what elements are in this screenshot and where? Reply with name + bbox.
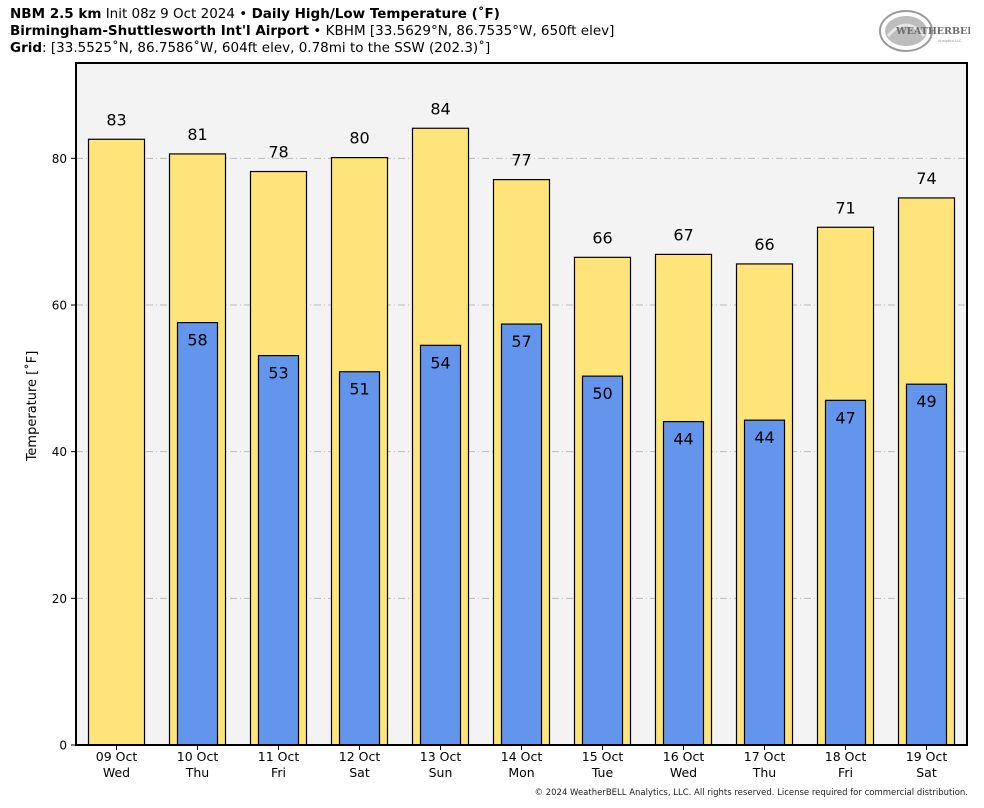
logo-subtext: Analytics LLC (938, 39, 962, 43)
bars: 83 81 58 78 53 80 51 84 54 77 57 66 50 67 44 66 44 71 47 74… (87, 99, 956, 746)
y-tick-label: 40 (52, 445, 67, 459)
low-temp-label: 57 (511, 332, 531, 351)
low-temp-bar (905, 383, 948, 746)
x-tick-weekday: Thu (752, 765, 776, 780)
header-line-station: Birmingham-Shuttlesworth Int'l Airport •… (10, 23, 614, 40)
init-time: Init 08z 9 Oct 2024 (105, 6, 235, 22)
high-temp-label: 80 (349, 129, 369, 148)
x-tick-label: 17 Oct Thu (744, 749, 786, 780)
y-tick-label: 60 (52, 299, 67, 313)
x-tick-date: 17 Oct (744, 749, 786, 764)
x-tick-date: 09 Oct (96, 749, 138, 764)
low-temp-bar (662, 421, 705, 746)
x-tick-date: 18 Oct (825, 749, 867, 764)
x-tick-date: 10 Oct (177, 749, 219, 764)
low-temp-label: 44 (673, 430, 693, 449)
y-tick-label: 0 (59, 739, 67, 753)
x-tick-weekday: Sun (429, 765, 453, 780)
x-tick-weekday: Fri (838, 765, 853, 780)
x-tick-label: 12 Oct Sat (339, 749, 381, 780)
x-tick-date: 13 Oct (420, 749, 462, 764)
low-temp-bar (338, 371, 381, 746)
y-axis-label: Temperature [˚F] (24, 351, 40, 463)
y-tick-label: 80 (52, 152, 67, 166)
low-temp-bar (824, 399, 867, 746)
x-tick-label: 10 Oct Thu (177, 749, 219, 780)
high-temp-label: 71 (835, 198, 855, 217)
x-tick-weekday: Wed (670, 765, 697, 780)
grid-info: : [33.5525˚N, 86.7586˚W, 604ft elev, 0.7… (42, 40, 491, 56)
x-tick-label: 13 Oct Sun (420, 749, 462, 780)
x-tick-date: 15 Oct (582, 749, 624, 764)
x-tick-weekday: Wed (103, 765, 130, 780)
low-temp-label: 50 (592, 384, 612, 403)
x-tick-weekday: Fri (271, 765, 286, 780)
model-name: NBM 2.5 km (10, 6, 102, 22)
low-temp-label: 51 (349, 380, 369, 399)
low-temp-label: 44 (754, 428, 774, 447)
x-tick-date: 12 Oct (339, 749, 381, 764)
low-temp-label: 49 (916, 392, 936, 411)
x-tick-weekday: Sat (349, 765, 370, 780)
low-temp-bar (257, 355, 300, 746)
high-temp-label: 84 (430, 99, 450, 118)
x-tick-label: 11 Oct Fri (258, 749, 300, 780)
low-temp-bar (500, 323, 543, 746)
header-line-grid: Grid: [33.5525˚N, 86.7586˚W, 604ft elev,… (10, 40, 490, 57)
high-temp-label: 83 (106, 110, 126, 129)
low-temp-bar (176, 322, 219, 746)
low-temp-label: 47 (835, 408, 855, 427)
low-temp-label: 54 (430, 353, 450, 372)
x-tick-date: 11 Oct (258, 749, 300, 764)
x-tick-weekday: Sat (916, 765, 937, 780)
x-tick-label: 15 Oct Tue (582, 749, 624, 780)
grid-label: Grid (10, 40, 43, 56)
high-temp-label: 74 (916, 169, 936, 188)
logo-text: WEATHERBELL (895, 26, 970, 37)
x-tick-date: 16 Oct (663, 749, 705, 764)
high-temp-label: 77 (511, 151, 531, 170)
x-tick-weekday: Thu (185, 765, 209, 780)
header-line-model: NBM 2.5 km Init 08z 9 Oct 2024 • Daily H… (10, 6, 500, 23)
x-tick-label: 18 Oct Fri (825, 749, 867, 780)
x-tick-date: 14 Oct (501, 749, 543, 764)
copyright-footer: © 2024 WeatherBELL Analytics, LLC. All r… (534, 788, 968, 798)
weatherbell-logo: WEATHERBELL Analytics LLC (879, 10, 970, 52)
station-name: Birmingham-Shuttlesworth Int'l Airport (10, 23, 310, 39)
x-tick-label: 19 Oct Sat (906, 749, 948, 780)
separator-dot: • (239, 6, 248, 22)
high-temp-label: 67 (673, 225, 693, 244)
low-temp-label: 58 (187, 331, 207, 350)
low-temp-bar (419, 344, 462, 746)
high-temp-label: 78 (268, 143, 288, 162)
x-tick-label: 09 Oct Wed (96, 749, 138, 780)
separator-dot: • (313, 23, 322, 39)
x-tick-weekday: Tue (591, 765, 614, 780)
high-temp-bar (87, 138, 146, 746)
x-tick-weekday: Mon (508, 765, 534, 780)
y-tick-label: 20 (52, 592, 67, 606)
station-info: KBHM [33.5629°N, 86.7535°W, 650ft elev] (325, 23, 615, 39)
high-temp-label: 66 (592, 228, 612, 247)
low-temp-label: 53 (268, 364, 288, 383)
x-tick-label: 16 Oct Wed (663, 749, 705, 780)
low-temp-bar (581, 375, 624, 746)
x-tick-date: 19 Oct (906, 749, 948, 764)
product-title: Daily High/Low Temperature (˚F) (251, 6, 500, 22)
high-temp-label: 81 (187, 125, 207, 144)
x-tick-label: 14 Oct Mon (501, 749, 543, 780)
low-temp-bar (743, 419, 786, 746)
high-temp-label: 66 (754, 235, 774, 254)
